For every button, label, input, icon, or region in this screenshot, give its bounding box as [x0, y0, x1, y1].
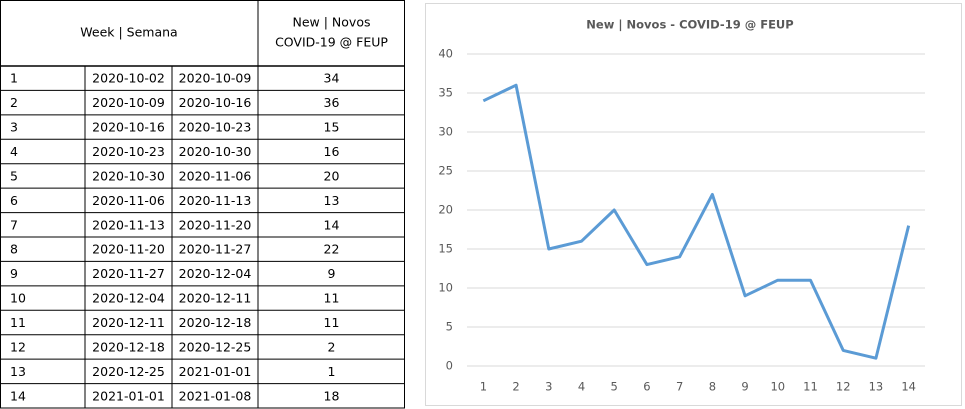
x-tick-label: 11	[803, 380, 818, 394]
table-cell: 2020-10-30	[92, 168, 165, 183]
table-cell: 11	[324, 315, 340, 330]
table-cell: 2020-11-27	[179, 242, 252, 257]
x-tick-label: 14	[901, 380, 916, 394]
table-cell: 9	[328, 266, 336, 281]
x-tick-label: 12	[836, 380, 851, 394]
table-cell: 7	[10, 217, 18, 232]
table-cell: 6	[10, 193, 18, 208]
x-tick-label: 13	[869, 380, 884, 394]
table-cell: 34	[324, 71, 340, 86]
table-cell: 2021-01-01	[92, 388, 165, 403]
table-cell: 36	[324, 95, 340, 110]
x-tick-label: 3	[545, 380, 552, 394]
table-cell: 2020-12-25	[179, 339, 252, 354]
table-cell: 2020-10-02	[92, 71, 165, 86]
table-cell: 20	[324, 168, 340, 183]
x-tick-label: 10	[770, 380, 785, 394]
y-tick-label: 25	[438, 164, 453, 178]
table-cell: 15	[324, 120, 340, 135]
y-tick-label: 20	[438, 203, 453, 217]
table-cell: 11	[10, 315, 26, 330]
table-cell: 2020-11-27	[92, 266, 165, 281]
x-tick-label: 1	[480, 380, 487, 394]
table-cell: 2020-10-16	[92, 120, 165, 135]
table-cell: 2020-10-16	[179, 95, 252, 110]
table-cell: 2020-10-09	[92, 95, 165, 110]
data-line	[482, 83, 911, 360]
table-cell: 2020-11-06	[179, 168, 252, 183]
x-tick-label: 4	[578, 380, 585, 394]
table-cell: 2020-12-04	[92, 291, 165, 306]
table-cell: 2020-10-30	[179, 144, 252, 159]
chart-title: New | Novos - COVID-19 @ FEUP	[586, 18, 793, 32]
table-cell: 4	[10, 144, 18, 159]
table-cell: 16	[324, 144, 340, 159]
table-cell: 13	[324, 193, 340, 208]
y-tick-label: 10	[438, 281, 453, 295]
y-tick-label: 40	[438, 47, 453, 61]
table-cell: 2020-12-18	[179, 315, 252, 330]
y-tick-label: 35	[438, 86, 453, 100]
table-cell: 2020-10-23	[179, 120, 252, 135]
table-cell: 18	[324, 388, 340, 403]
table-cell: 2020-11-20	[92, 242, 165, 257]
table-cell: 2020-11-13	[92, 217, 165, 232]
x-tick-label: 9	[741, 380, 748, 394]
table-cell: 14	[324, 217, 340, 232]
y-tick-label: 0	[446, 359, 453, 373]
header-cell: New | Novos	[293, 15, 371, 30]
x-tick-label: 5	[611, 380, 618, 394]
chart-frame	[425, 3, 962, 406]
table-cell: 11	[324, 291, 340, 306]
table-cell: 8	[10, 242, 18, 257]
table-cell: 1	[328, 364, 336, 379]
table-cell: 12	[10, 339, 26, 354]
header-cell: Week | Semana	[80, 25, 177, 40]
y-tick-label: 5	[446, 320, 453, 334]
table-cell: 9	[10, 266, 18, 281]
table-cell: 2021-01-01	[179, 364, 252, 379]
table-cell: 2020-12-25	[92, 364, 165, 379]
y-tick-label: 30	[438, 125, 453, 139]
table-cell: 2020-11-20	[179, 217, 252, 232]
table-cell: 2021-01-08	[179, 388, 252, 403]
table-cell: 13	[10, 364, 26, 379]
table-cell: 2020-10-23	[92, 144, 165, 159]
x-tick-label: 6	[643, 380, 650, 394]
table-cell: 3	[10, 120, 18, 135]
table-cell: 2	[10, 95, 18, 110]
x-tick-label: 8	[709, 380, 716, 394]
x-tick-label: 2	[512, 380, 519, 394]
table-cell: 2020-11-13	[179, 193, 252, 208]
table-cell: 2020-10-09	[179, 71, 252, 86]
y-tick-label: 15	[438, 242, 453, 256]
table-cell: 2020-12-18	[92, 339, 165, 354]
table-cell: 2020-11-06	[92, 193, 165, 208]
table-frame	[0, 0, 405, 409]
table-cell: 2	[328, 339, 336, 354]
table-cell: 2020-12-04	[179, 266, 252, 281]
table-cell: 2020-12-11	[179, 291, 252, 306]
table-cell: 22	[324, 242, 340, 257]
table-cell: 1	[10, 71, 18, 86]
x-tick-label: 7	[676, 380, 683, 394]
table-cell: 2020-12-11	[92, 315, 165, 330]
header-cell: COVID-19 @ FEUP	[275, 35, 388, 50]
table-cell: 5	[10, 168, 18, 183]
table-cell: 10	[10, 291, 26, 306]
table-cell: 14	[10, 388, 26, 403]
